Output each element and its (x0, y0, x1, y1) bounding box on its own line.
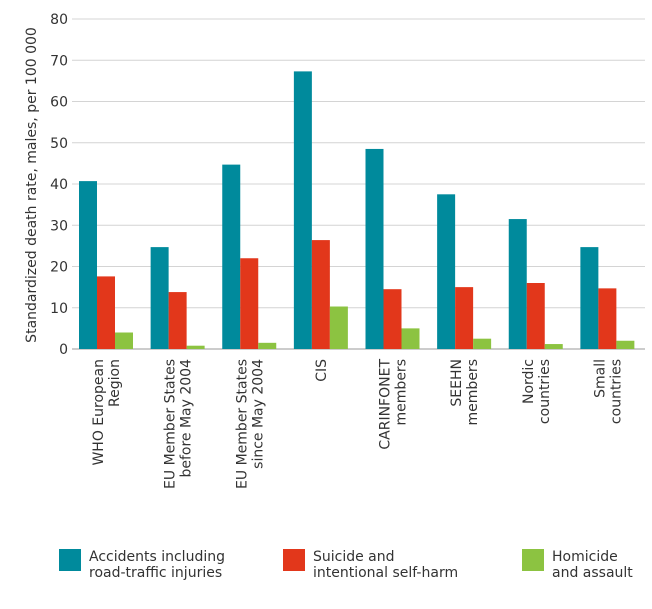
y-tick-label: 70 (50, 53, 68, 69)
x-tick-label: EU Member States (234, 359, 250, 489)
legend-item-homicide: Homicide and assault (522, 549, 633, 581)
bar (616, 340, 635, 349)
bar (115, 332, 133, 349)
y-tick-label: 10 (50, 301, 68, 317)
bar (544, 344, 563, 349)
x-tick-label: EU Member States (163, 359, 179, 489)
bar (401, 328, 420, 349)
bars (79, 71, 635, 349)
bar (365, 148, 384, 349)
bar (97, 276, 115, 349)
bar (222, 164, 241, 349)
x-tick-label: countries (608, 359, 624, 424)
legend-item-suicide: Suicide and intentional self-harm (283, 549, 458, 581)
x-tick-label: members (465, 359, 481, 425)
bar (258, 342, 277, 349)
bar (293, 71, 312, 349)
x-tick-label: countries (537, 359, 553, 424)
legend-label-accidents: Accidents including road-traffic injurie… (89, 549, 225, 581)
legend-label-homicide: Homicide and assault (552, 549, 633, 581)
x-tick-label: since May 2004 (250, 359, 266, 469)
bar (329, 306, 348, 349)
bar (580, 247, 599, 349)
legend-item-accidents: Accidents including road-traffic injurie… (59, 549, 225, 581)
y-axis: 0 10 20 30 40 50 60 70 80 (50, 12, 68, 358)
bar (311, 240, 330, 349)
y-tick-label: 0 (59, 342, 68, 358)
y-tick-label: 20 (50, 260, 68, 276)
bar (79, 181, 97, 349)
y-tick-label: 40 (50, 177, 68, 193)
bar (598, 288, 617, 349)
legend-label-suicide: Suicide and intentional self-harm (313, 549, 459, 581)
y-tick-label: 50 (50, 136, 68, 152)
x-tick-label: CARINFONET (378, 359, 394, 450)
bar (437, 194, 456, 349)
bar (186, 345, 205, 349)
y-axis-label: Standardized death rate, males, per 100 … (24, 27, 40, 343)
legend-swatch-accidents (59, 549, 81, 571)
x-tick-label: CIS (314, 359, 330, 382)
x-tick-label: Nordic (521, 359, 537, 404)
bar (473, 338, 492, 349)
x-tick-label: WHO European (91, 359, 107, 466)
bar (455, 287, 474, 349)
bar (150, 247, 169, 349)
x-tick-label: Region (107, 359, 123, 407)
bar (240, 258, 259, 349)
bar-chart: 0 10 20 30 40 50 60 70 80 WHO European Region EU M… (24, 12, 645, 489)
x-tick-label: Small (592, 359, 608, 398)
x-tick-label: SEEHN (449, 359, 465, 407)
y-tick-label: 30 (50, 218, 68, 234)
legend: Accidents including road-traffic injurie… (0, 549, 652, 599)
bar (168, 292, 187, 349)
bar (508, 219, 527, 349)
x-tick-label: before May 2004 (179, 359, 195, 478)
y-tick-label: 80 (50, 12, 68, 28)
bar (526, 283, 545, 349)
x-axis: WHO European Region EU Member States before… (91, 359, 624, 489)
bar (383, 289, 402, 349)
legend-swatch-suicide (283, 549, 305, 571)
y-tick-label: 60 (50, 95, 68, 111)
x-tick-label: members (394, 359, 410, 425)
legend-swatch-homicide (522, 549, 544, 571)
